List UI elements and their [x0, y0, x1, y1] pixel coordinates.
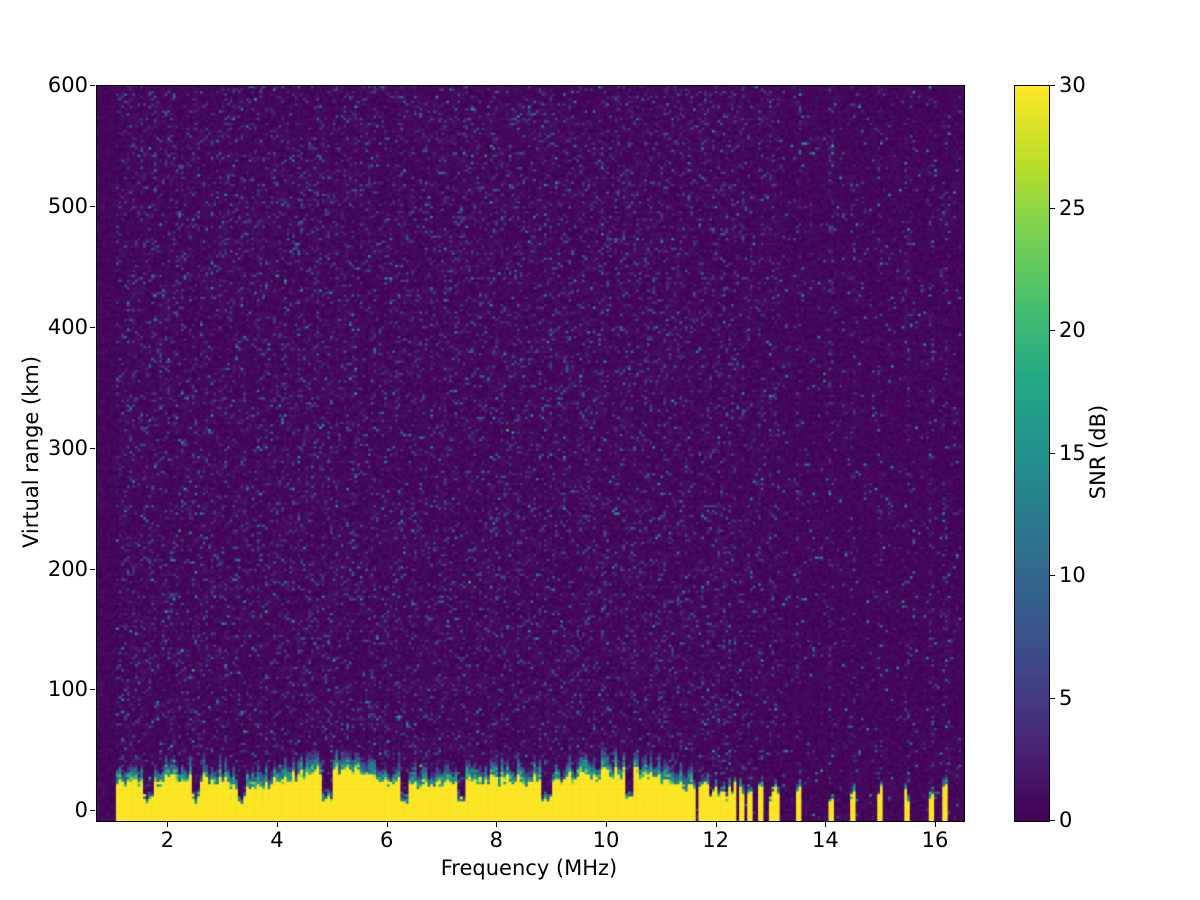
- colorbar-tick-mark: [1050, 85, 1055, 86]
- colorbar-tick-label: 25: [1059, 195, 1086, 220]
- colorbar-tick-mark: [1050, 575, 1055, 576]
- x-tick-mark: [386, 822, 388, 827]
- y-tick-label: 600: [47, 73, 88, 97]
- x-tick-label: 16: [921, 828, 949, 852]
- x-tick-mark: [167, 822, 169, 827]
- x-tick-mark: [496, 822, 498, 827]
- x-tick-mark: [825, 822, 827, 827]
- x-tick-label: 2: [160, 828, 174, 852]
- heatmap-plot-area: [96, 85, 965, 822]
- x-tick-label: 10: [592, 828, 620, 852]
- x-tick-label: 6: [379, 828, 394, 852]
- colorbar: [1014, 85, 1050, 822]
- y-tick-label: 400: [47, 314, 88, 339]
- y-tick-mark: [90, 447, 95, 449]
- colorbar-tick-mark: [1050, 697, 1055, 699]
- colorbar-tick-label: 20: [1059, 318, 1086, 342]
- y-tick-mark: [90, 810, 95, 812]
- x-tick-label: 14: [811, 828, 839, 852]
- x-axis-label: Frequency (MHz): [440, 856, 618, 880]
- x-tick-mark: [935, 822, 937, 827]
- x-tick-mark: [715, 822, 717, 827]
- colorbar-tick-mark: [1050, 207, 1055, 209]
- x-tick-mark: [606, 822, 607, 827]
- x-tick-label: 4: [270, 828, 284, 852]
- colorbar-gradient: [1015, 86, 1049, 821]
- colorbar-tick-mark: [1050, 330, 1055, 331]
- y-tick-label: 100: [47, 677, 88, 702]
- colorbar-tick-label: 30: [1059, 73, 1086, 97]
- colorbar-tick-label: 10: [1059, 563, 1086, 587]
- y-tick-label: 500: [47, 193, 88, 218]
- colorbar-tick-label: 0: [1059, 808, 1073, 832]
- y-tick-label: 200: [47, 556, 88, 581]
- colorbar-tick-label: 5: [1059, 685, 1073, 710]
- y-tick-mark: [90, 205, 95, 207]
- x-tick-mark: [276, 822, 278, 827]
- colorbar-tick-label: 15: [1059, 440, 1086, 465]
- ionogram-heatmap: [97, 86, 964, 821]
- y-tick-mark: [90, 689, 95, 691]
- colorbar-label: SNR (dB): [1086, 404, 1110, 500]
- y-tick-mark: [90, 326, 95, 328]
- y-tick-mark: [90, 85, 95, 86]
- y-tick-label: 0: [74, 798, 88, 823]
- y-tick-mark: [90, 568, 95, 570]
- y-tick-label: 300: [47, 435, 88, 460]
- colorbar-tick-mark: [1050, 452, 1055, 454]
- x-tick-label: 12: [702, 828, 730, 852]
- x-tick-label: 8: [489, 828, 503, 852]
- colorbar-tick-mark: [1050, 820, 1055, 821]
